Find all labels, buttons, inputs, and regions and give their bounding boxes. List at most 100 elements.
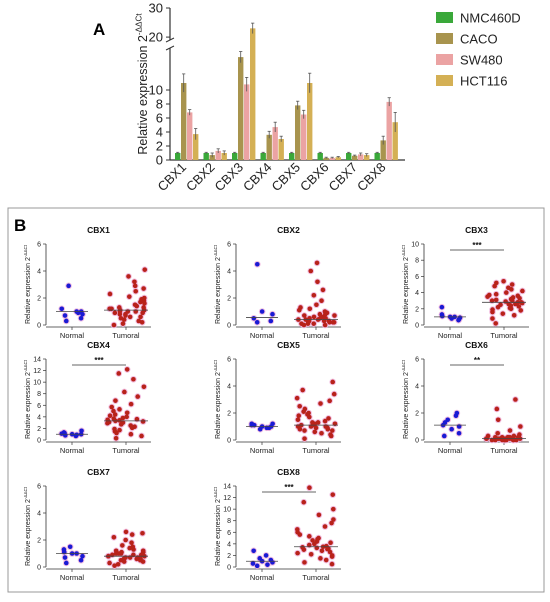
tumoral-point [306, 410, 311, 416]
tumoral-point [302, 406, 308, 412]
legend-swatch [436, 12, 453, 23]
tumoral-point [112, 426, 117, 432]
x-tick-label: CBX6 [297, 160, 332, 195]
axis-break-mark [165, 37, 175, 43]
tumoral-point [117, 427, 122, 433]
significance-label: *** [94, 356, 104, 365]
bar-cbx7-nmc460d [346, 153, 352, 160]
significance-label: *** [284, 483, 294, 492]
x-tick-label: CBX8 [354, 160, 389, 195]
subplot-y-tick-label: 14 [223, 484, 231, 491]
tumoral-point [120, 415, 126, 421]
tumoral-point [112, 412, 118, 417]
subplot-y-axis-title: Relative expression 2-ΔΔCt [401, 359, 410, 439]
subplot-x-tick-label: Tumoral [490, 331, 518, 340]
tumoral-point [107, 291, 113, 297]
subplot-y-tick-label: 0 [227, 565, 231, 572]
normal-point [270, 421, 275, 427]
tumoral-point [513, 397, 518, 402]
tumoral-point [312, 429, 318, 435]
y-tick-label: 4 [156, 125, 163, 140]
tumoral-point [135, 394, 141, 399]
subplot-y-tick-label: 4 [227, 541, 231, 548]
y-tick-label: 20 [149, 30, 163, 45]
normal-point [263, 553, 269, 558]
tumoral-point [326, 416, 331, 421]
subplot-y-axis-title: Relative expression 2-ΔΔCt [401, 244, 410, 324]
bar-cbx6-nmc460d [317, 153, 323, 160]
tumoral-point [120, 543, 125, 548]
tumoral-point [518, 424, 523, 429]
tumoral-point [123, 529, 129, 535]
bar-cbx4-caco [266, 134, 272, 160]
subplot-y-axis-title: Relative expression 2-ΔΔCt [213, 359, 222, 439]
normal-point [74, 432, 80, 438]
normal-point [59, 306, 65, 312]
tumoral-point [307, 306, 313, 312]
normal-point [78, 315, 84, 321]
subplot-y-tick-label: 6 [37, 242, 41, 249]
tumoral-point [116, 305, 122, 310]
tumoral-point [319, 298, 324, 304]
tumoral-point [111, 535, 117, 540]
subplot-y-tick-label: 0 [415, 323, 419, 330]
normal-point [259, 309, 265, 314]
subplot-y-tick-label: 6 [227, 357, 231, 364]
x-tick-label: CBX4 [240, 160, 275, 195]
tumoral-point [128, 431, 134, 437]
y-tick-label: 6 [156, 111, 163, 126]
bar-cbx8-nmc460d [374, 153, 380, 160]
tumoral-point [141, 384, 147, 390]
subplot-y-tick-label: 2 [37, 296, 41, 303]
tumoral-point [109, 404, 115, 410]
bar-cbx6-hct116 [335, 157, 341, 160]
subplot-title: CBX2 [277, 225, 300, 235]
legend-swatch [436, 33, 453, 44]
tumoral-point [115, 562, 121, 567]
subplot-y-tick-label: 4 [37, 269, 41, 276]
subplot-y-tick-label: 4 [37, 511, 41, 518]
tumoral-point [507, 428, 513, 433]
subplot-y-tick-label: 6 [37, 403, 41, 410]
subplot-y-tick-label: 6 [227, 242, 231, 249]
tumoral-point [306, 542, 312, 548]
bar-cbx4-sw480 [272, 127, 278, 160]
bar-cbx7-caco [352, 155, 358, 160]
bar-cbx4-nmc460d [260, 153, 266, 160]
bar-cbx3-nmc460d [232, 153, 238, 160]
tumoral-point [136, 318, 142, 324]
normal-point [439, 304, 445, 310]
tumoral-point [112, 310, 118, 316]
tumoral-point [329, 553, 335, 558]
bar-cbx2-hct116 [221, 153, 227, 160]
tumoral-point [132, 283, 138, 289]
tumoral-point [294, 395, 300, 401]
subplot-y-tick-label: 2 [415, 306, 419, 313]
tumoral-point [129, 532, 135, 537]
normal-point [61, 547, 67, 552]
bar-cbx3-sw480 [244, 84, 250, 160]
tumoral-point [332, 313, 337, 318]
tumoral-point [302, 428, 307, 433]
normal-point [78, 557, 84, 563]
bar-cbx2-sw480 [215, 150, 221, 160]
subplot-y-tick-label: 10 [33, 380, 41, 387]
subplot-y-axis-title: Relative expression 2-ΔΔCt [23, 486, 32, 566]
normal-point [445, 417, 451, 423]
tumoral-point [117, 407, 122, 412]
y-axis-title: Relative expression 2-ΔΔCt [134, 13, 150, 155]
legend-entry: SW480 [460, 53, 503, 68]
y-tick-label: 2 [156, 139, 163, 154]
normal-point [63, 318, 69, 324]
subplot-y-tick-label: 14 [33, 357, 41, 364]
subplot-y-tick-label: 4 [415, 384, 419, 391]
tumoral-point [320, 287, 326, 293]
tumoral-point [120, 321, 126, 326]
tumoral-point [132, 424, 137, 429]
subplot-y-tick-label: 6 [415, 357, 419, 364]
bar-cbx4-hct116 [278, 139, 284, 160]
tumoral-point [327, 549, 333, 555]
